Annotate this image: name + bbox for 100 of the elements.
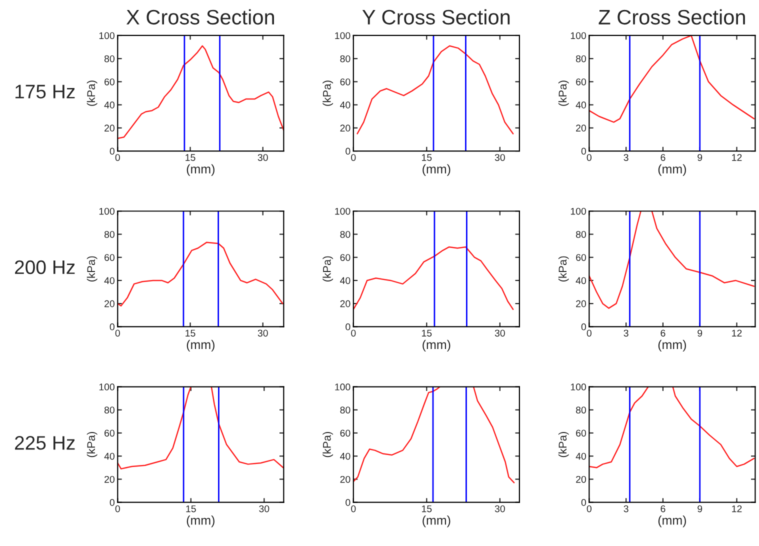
y-tick-label: 0 <box>110 499 114 506</box>
x-axis-title: (mm) <box>186 164 214 176</box>
line-series <box>118 242 284 307</box>
y-tick-label: 20 <box>104 124 114 132</box>
y-tick-label: 80 <box>104 406 114 414</box>
y-tick-label: 40 <box>340 277 350 284</box>
y-axis-title: (kPa) <box>558 432 569 458</box>
y-tick-label: 80 <box>104 55 114 62</box>
x-tick-label: 0 <box>351 154 356 161</box>
x-tick-label: 3 <box>624 330 628 337</box>
chart-title: Z Cross Section <box>598 9 745 25</box>
x-tick-label: 0 <box>115 154 120 161</box>
x-tick-label: 15 <box>422 505 432 512</box>
y-tick-label: 60 <box>576 78 586 86</box>
y-tick-label: 80 <box>104 230 114 238</box>
x-axis-title: (mm) <box>658 516 686 528</box>
x-tick-label: 30 <box>494 154 505 161</box>
line-series <box>353 246 514 310</box>
x-tick-label: 12 <box>732 330 742 337</box>
y-tick-label: 100 <box>99 384 114 390</box>
x-tick-label: 15 <box>186 330 196 337</box>
y-tick-label: 0 <box>110 148 114 155</box>
y-axis-title: (kPa) <box>322 256 334 282</box>
y-tick-label: 40 <box>340 102 350 108</box>
x-tick-label: 12 <box>732 154 742 161</box>
y-tick-label: 0 <box>581 323 586 330</box>
x-tick-label: 0 <box>115 330 120 337</box>
x-tick-label: 30 <box>494 330 505 337</box>
x-tick-label: 0 <box>586 505 592 512</box>
y-tick-label: 60 <box>576 430 586 437</box>
y-tick-label: 20 <box>340 476 350 483</box>
y-tick-label: 60 <box>340 254 350 261</box>
y-tick-label: 100 <box>570 208 586 215</box>
x-tick-label: 0 <box>115 505 120 512</box>
x-tick-label: 6 <box>660 154 666 161</box>
x-tick-label: 9 <box>698 505 702 512</box>
x-tick-label: 15 <box>422 154 432 161</box>
y-tick-label: 60 <box>104 78 114 86</box>
y-axis-title: (kPa) <box>86 80 98 106</box>
x-axis-title: (mm) <box>422 340 450 352</box>
x-tick-label: 15 <box>422 330 432 337</box>
y-tick-label: 20 <box>104 476 114 483</box>
y-tick-label: 40 <box>576 277 586 284</box>
y-tick-label: 60 <box>340 78 350 86</box>
y-tick-label: 80 <box>576 55 586 62</box>
y-tick-label: 100 <box>335 32 350 40</box>
x-tick-label: 30 <box>259 505 270 512</box>
y-tick-label: 100 <box>570 32 586 40</box>
x-axis-title: (mm) <box>422 516 450 528</box>
y-tick-label: 20 <box>576 124 586 132</box>
y-tick-label: 40 <box>104 277 114 284</box>
x-tick-label: 3 <box>624 505 628 512</box>
y-tick-label: 60 <box>576 254 586 261</box>
y-tick-label: 100 <box>99 32 114 40</box>
y-tick-label: 0 <box>581 148 586 155</box>
x-tick-label: 30 <box>494 505 505 512</box>
chart-title: X Cross Section <box>126 9 274 25</box>
y-tick-label: 0 <box>346 148 350 155</box>
x-tick-label: 0 <box>351 330 356 337</box>
y-axis-title: (kPa) <box>86 432 98 458</box>
x-tick-label: 0 <box>351 505 356 512</box>
y-tick-label: 0 <box>110 323 114 330</box>
y-axis-title: (kPa) <box>558 80 569 106</box>
y-tick-label: 80 <box>576 230 586 238</box>
x-tick-label: 15 <box>186 154 196 161</box>
y-tick-label: 0 <box>346 499 350 506</box>
y-tick-label: 80 <box>340 406 350 414</box>
y-tick-label: 100 <box>335 384 350 390</box>
x-axis-title: (mm) <box>422 164 450 176</box>
x-tick-label: 30 <box>258 154 268 161</box>
text: 175 Hz <box>16 84 75 98</box>
y-axis-title: (kPa) <box>86 256 98 282</box>
y-tick-label: 80 <box>340 55 350 62</box>
y-tick-label: 40 <box>340 452 350 460</box>
y-tick-label: 40 <box>104 452 114 460</box>
y-axis-title: (kPa) <box>558 256 569 282</box>
y-tick-label: 80 <box>340 230 350 238</box>
x-tick-label: 6 <box>660 505 666 512</box>
y-tick-label: 0 <box>346 323 350 330</box>
y-tick-label: 100 <box>335 208 350 215</box>
y-tick-label: 100 <box>99 208 114 215</box>
y-tick-label: 20 <box>340 300 350 308</box>
y-tick-label: 20 <box>576 300 586 308</box>
y-tick-label: 60 <box>104 254 114 261</box>
x-axis-title: (mm) <box>186 516 214 528</box>
x-axis-title: (mm) <box>186 340 214 352</box>
y-tick-label: 20 <box>576 476 586 483</box>
y-tick-label: 40 <box>576 102 586 108</box>
x-tick-label: 0 <box>586 154 592 161</box>
y-tick-label: 40 <box>104 102 114 108</box>
y-tick-label: 20 <box>104 300 114 308</box>
x-tick-label: 12 <box>732 505 742 512</box>
x-tick-label: 6 <box>660 330 666 337</box>
y-axis-title: (kPa) <box>322 432 334 458</box>
y-tick-label: 60 <box>104 430 114 437</box>
x-tick-label: 30 <box>258 330 268 337</box>
x-tick-label: 15 <box>186 505 196 512</box>
text: 200 Hz <box>15 260 75 274</box>
y-tick-label: 80 <box>576 406 586 414</box>
x-tick-label: 0 <box>586 330 592 337</box>
